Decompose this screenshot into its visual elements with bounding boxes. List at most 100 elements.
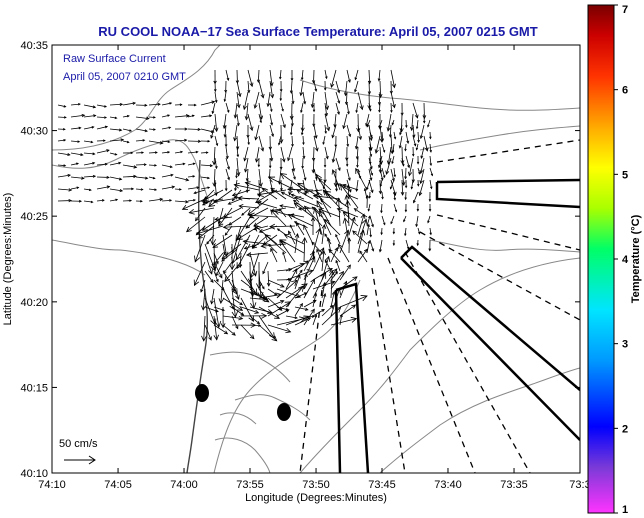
current-vector: [174, 162, 186, 166]
current-vector: [83, 188, 92, 192]
current-vector: [303, 272, 308, 290]
current-vector: [148, 116, 156, 119]
current-vector: [217, 207, 224, 225]
current-vector: [428, 239, 432, 252]
current-vector: [300, 124, 304, 136]
current-vector: [380, 227, 383, 236]
current-vector: [367, 80, 372, 95]
current-vector: [415, 119, 419, 130]
current-vector: [289, 124, 293, 136]
contour-coast-south-1: [214, 437, 271, 473]
current-vector: [70, 113, 86, 118]
current-vector: [109, 176, 123, 181]
transect-dashed-5: [387, 257, 476, 473]
current-vector: [57, 164, 67, 167]
current-vector: [393, 203, 398, 213]
current-vector: [388, 124, 392, 138]
colorbar-tick-label: 5: [622, 169, 628, 181]
current-vector: [161, 114, 171, 118]
current-vector: [225, 146, 229, 160]
current-vector: [161, 102, 173, 106]
current-vector: [270, 187, 287, 200]
scale-label: 50 cm/s: [59, 438, 98, 450]
coastline-north: [52, 45, 221, 151]
current-vector: [258, 324, 278, 342]
current-vector: [200, 164, 214, 168]
current-vector: [366, 179, 371, 191]
current-vector: [109, 188, 124, 193]
current-vector: [366, 119, 371, 128]
current-vector: [236, 146, 240, 158]
current-vector: [228, 216, 242, 226]
current-vector: [321, 223, 327, 245]
current-vector: [233, 124, 238, 142]
current-vector: [321, 292, 327, 308]
current-vector: [345, 157, 349, 167]
current-vector: [303, 251, 315, 272]
current-vector: [347, 237, 352, 254]
current-vector: [294, 274, 301, 290]
current-vector: [222, 224, 251, 231]
x-axis: 74:10 74:05 74:00 73:55 73:50 73:45 73:40 73:35…: [38, 45, 591, 491]
current-vector: [254, 124, 260, 141]
current-vector: [378, 102, 381, 113]
current-vector: [301, 236, 308, 263]
current-vector: [404, 227, 407, 237]
current-vector: [339, 313, 343, 326]
current-vector: [300, 69, 304, 81]
current-vector: [220, 306, 226, 329]
current-vector: [204, 252, 213, 275]
current-vector: [379, 168, 384, 181]
y-tick-label: 40:20: [20, 297, 48, 309]
current-vector: [122, 151, 134, 155]
current-vector: [213, 324, 229, 335]
current-vector: [400, 179, 405, 196]
current-vector: [366, 223, 370, 236]
current-vector: [269, 113, 274, 126]
current-vector: [258, 279, 265, 290]
current-vector: [249, 306, 273, 315]
current-vector: [276, 279, 298, 299]
current-vector: [369, 131, 373, 138]
current-vector: [416, 155, 420, 165]
colorbar-ticks: 1 2 3 4 5 6 7: [614, 4, 629, 516]
current-vector: [285, 285, 305, 308]
current-vector: [324, 218, 341, 236]
current-vector: [200, 151, 209, 154]
current-vector: [223, 261, 233, 274]
current-vector: [346, 69, 351, 83]
current-vector: [381, 143, 386, 153]
current-vector: [83, 161, 96, 166]
current-vector: [285, 315, 310, 326]
current-vector: [321, 249, 326, 272]
current-vector: [280, 179, 283, 192]
current-vector: [348, 216, 356, 236]
transect-dashed-1: [436, 139, 580, 163]
current-vector: [391, 155, 395, 165]
current-vector: [214, 113, 219, 133]
colorbar: [587, 4, 615, 514]
current-vector: [211, 102, 216, 115]
current-vector: [423, 135, 429, 152]
current-vector: [70, 176, 85, 180]
current-vector: [187, 186, 200, 190]
current-vector: [243, 243, 260, 250]
current-vector: [242, 238, 269, 245]
current-vector: [331, 169, 341, 191]
current-vector: [369, 215, 374, 228]
plot-area: [52, 45, 580, 473]
current-vector: [225, 102, 230, 114]
current-vector: [135, 188, 144, 191]
current-vector: [285, 315, 298, 320]
current-vector: [339, 183, 359, 209]
current-vector: [267, 299, 285, 308]
y-tick-label: 40:35: [20, 40, 48, 52]
x-tick-label: 74:05: [104, 479, 132, 491]
current-vector: [412, 102, 419, 119]
current-vector: [231, 189, 251, 197]
current-vector: [225, 69, 230, 82]
current-vector: [241, 207, 251, 216]
current-vector: [83, 140, 94, 144]
current-vector: [324, 146, 329, 160]
current-vector: [223, 91, 227, 103]
